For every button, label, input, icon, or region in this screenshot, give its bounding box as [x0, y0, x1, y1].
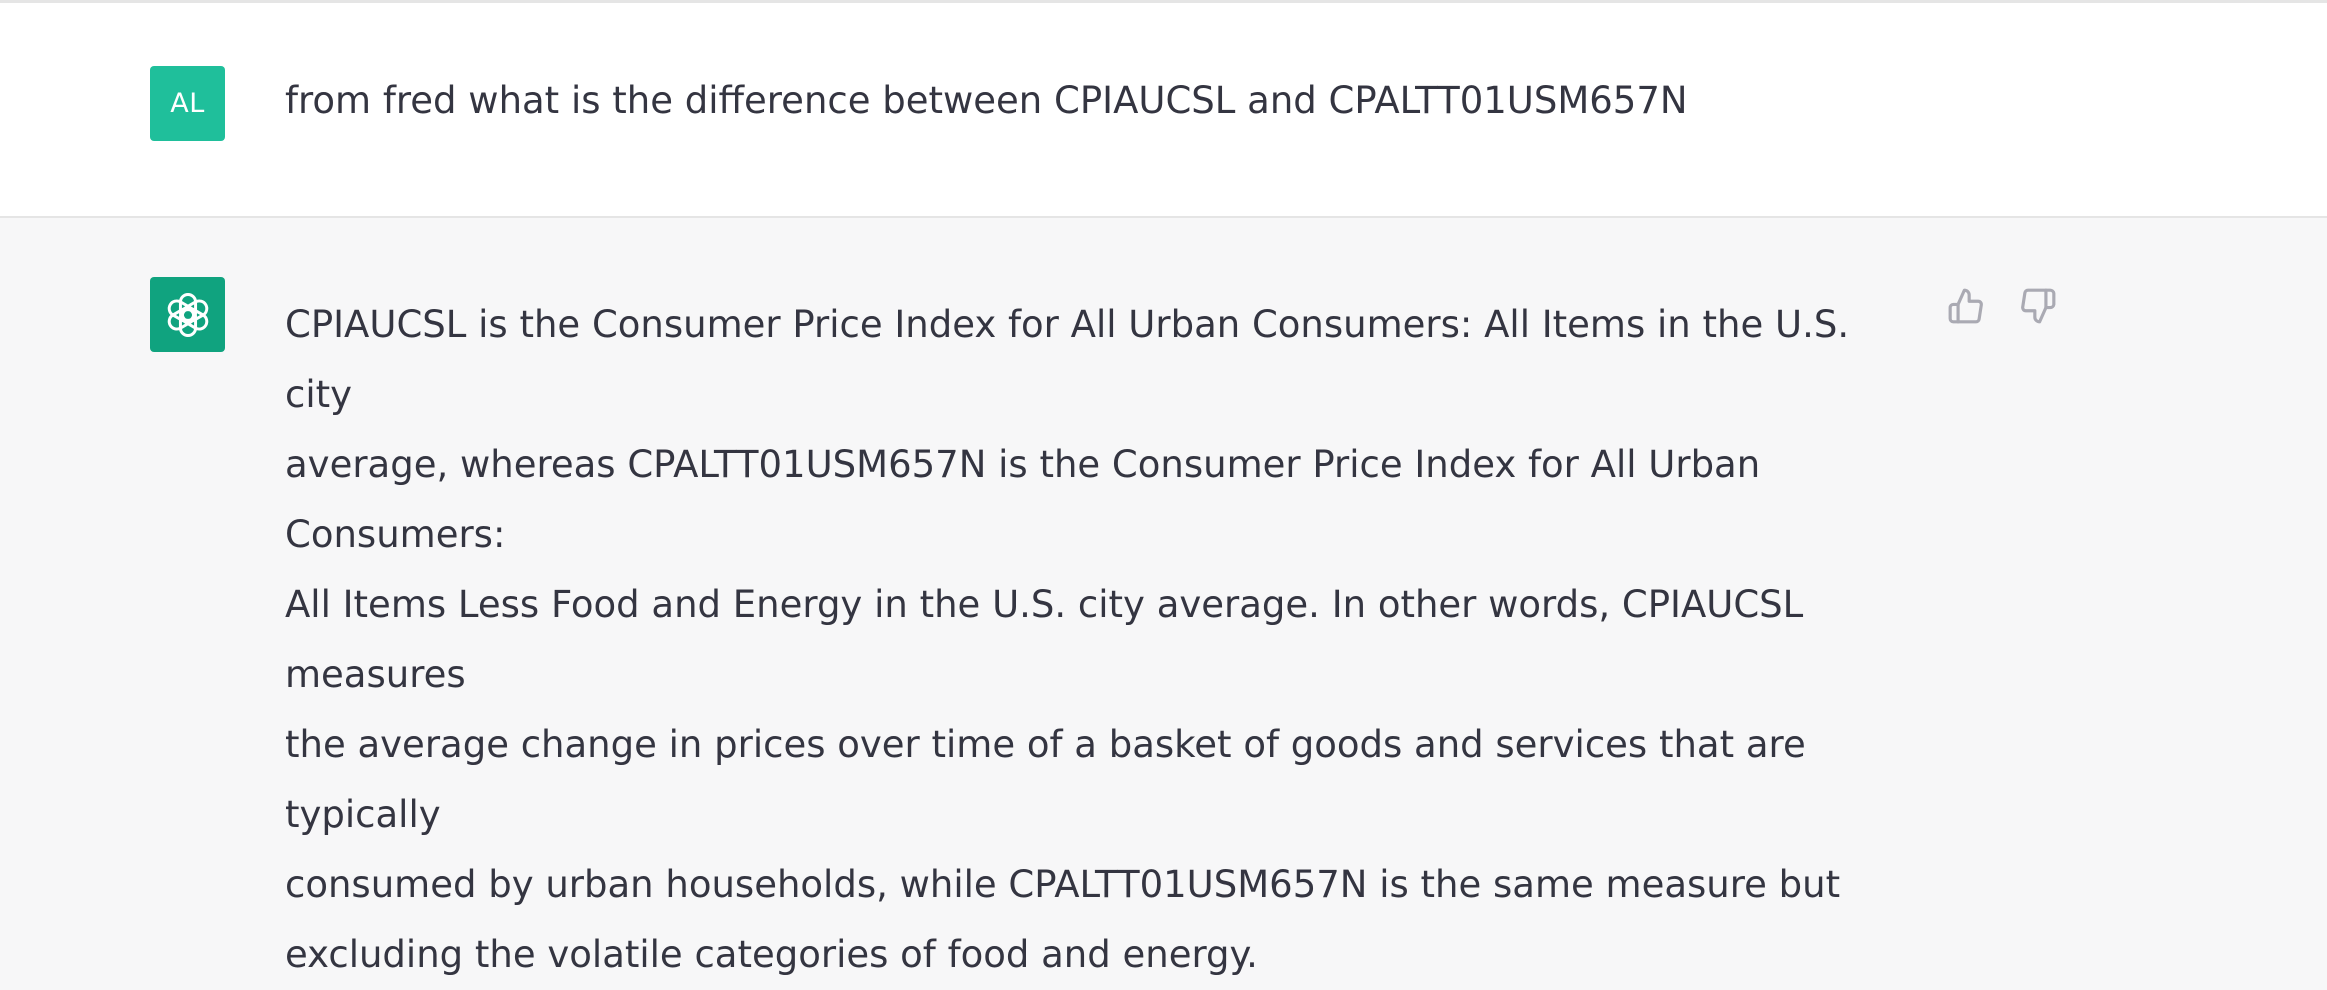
user-avatar-initials: AL [170, 88, 205, 119]
openai-logo-icon [167, 292, 208, 337]
feedback-controls [1946, 286, 2058, 326]
assistant-message-text: CPIAUCSL is the Consumer Price Index for… [285, 303, 1850, 976]
assistant-message: CPIAUCSL is the Consumer Price Index for… [0, 218, 2327, 976]
user-message-text: from fred what is the difference between… [285, 79, 1688, 122]
thumbs-down-button[interactable] [2018, 286, 2058, 326]
thumbs-down-icon [2021, 288, 2056, 324]
assistant-avatar [150, 277, 225, 352]
user-avatar: AL [150, 66, 225, 141]
thumbs-up-icon [1948, 288, 1983, 324]
thumbs-up-button[interactable] [1946, 286, 1986, 326]
user-message: AL from fred what is the difference betw… [0, 0, 2327, 218]
